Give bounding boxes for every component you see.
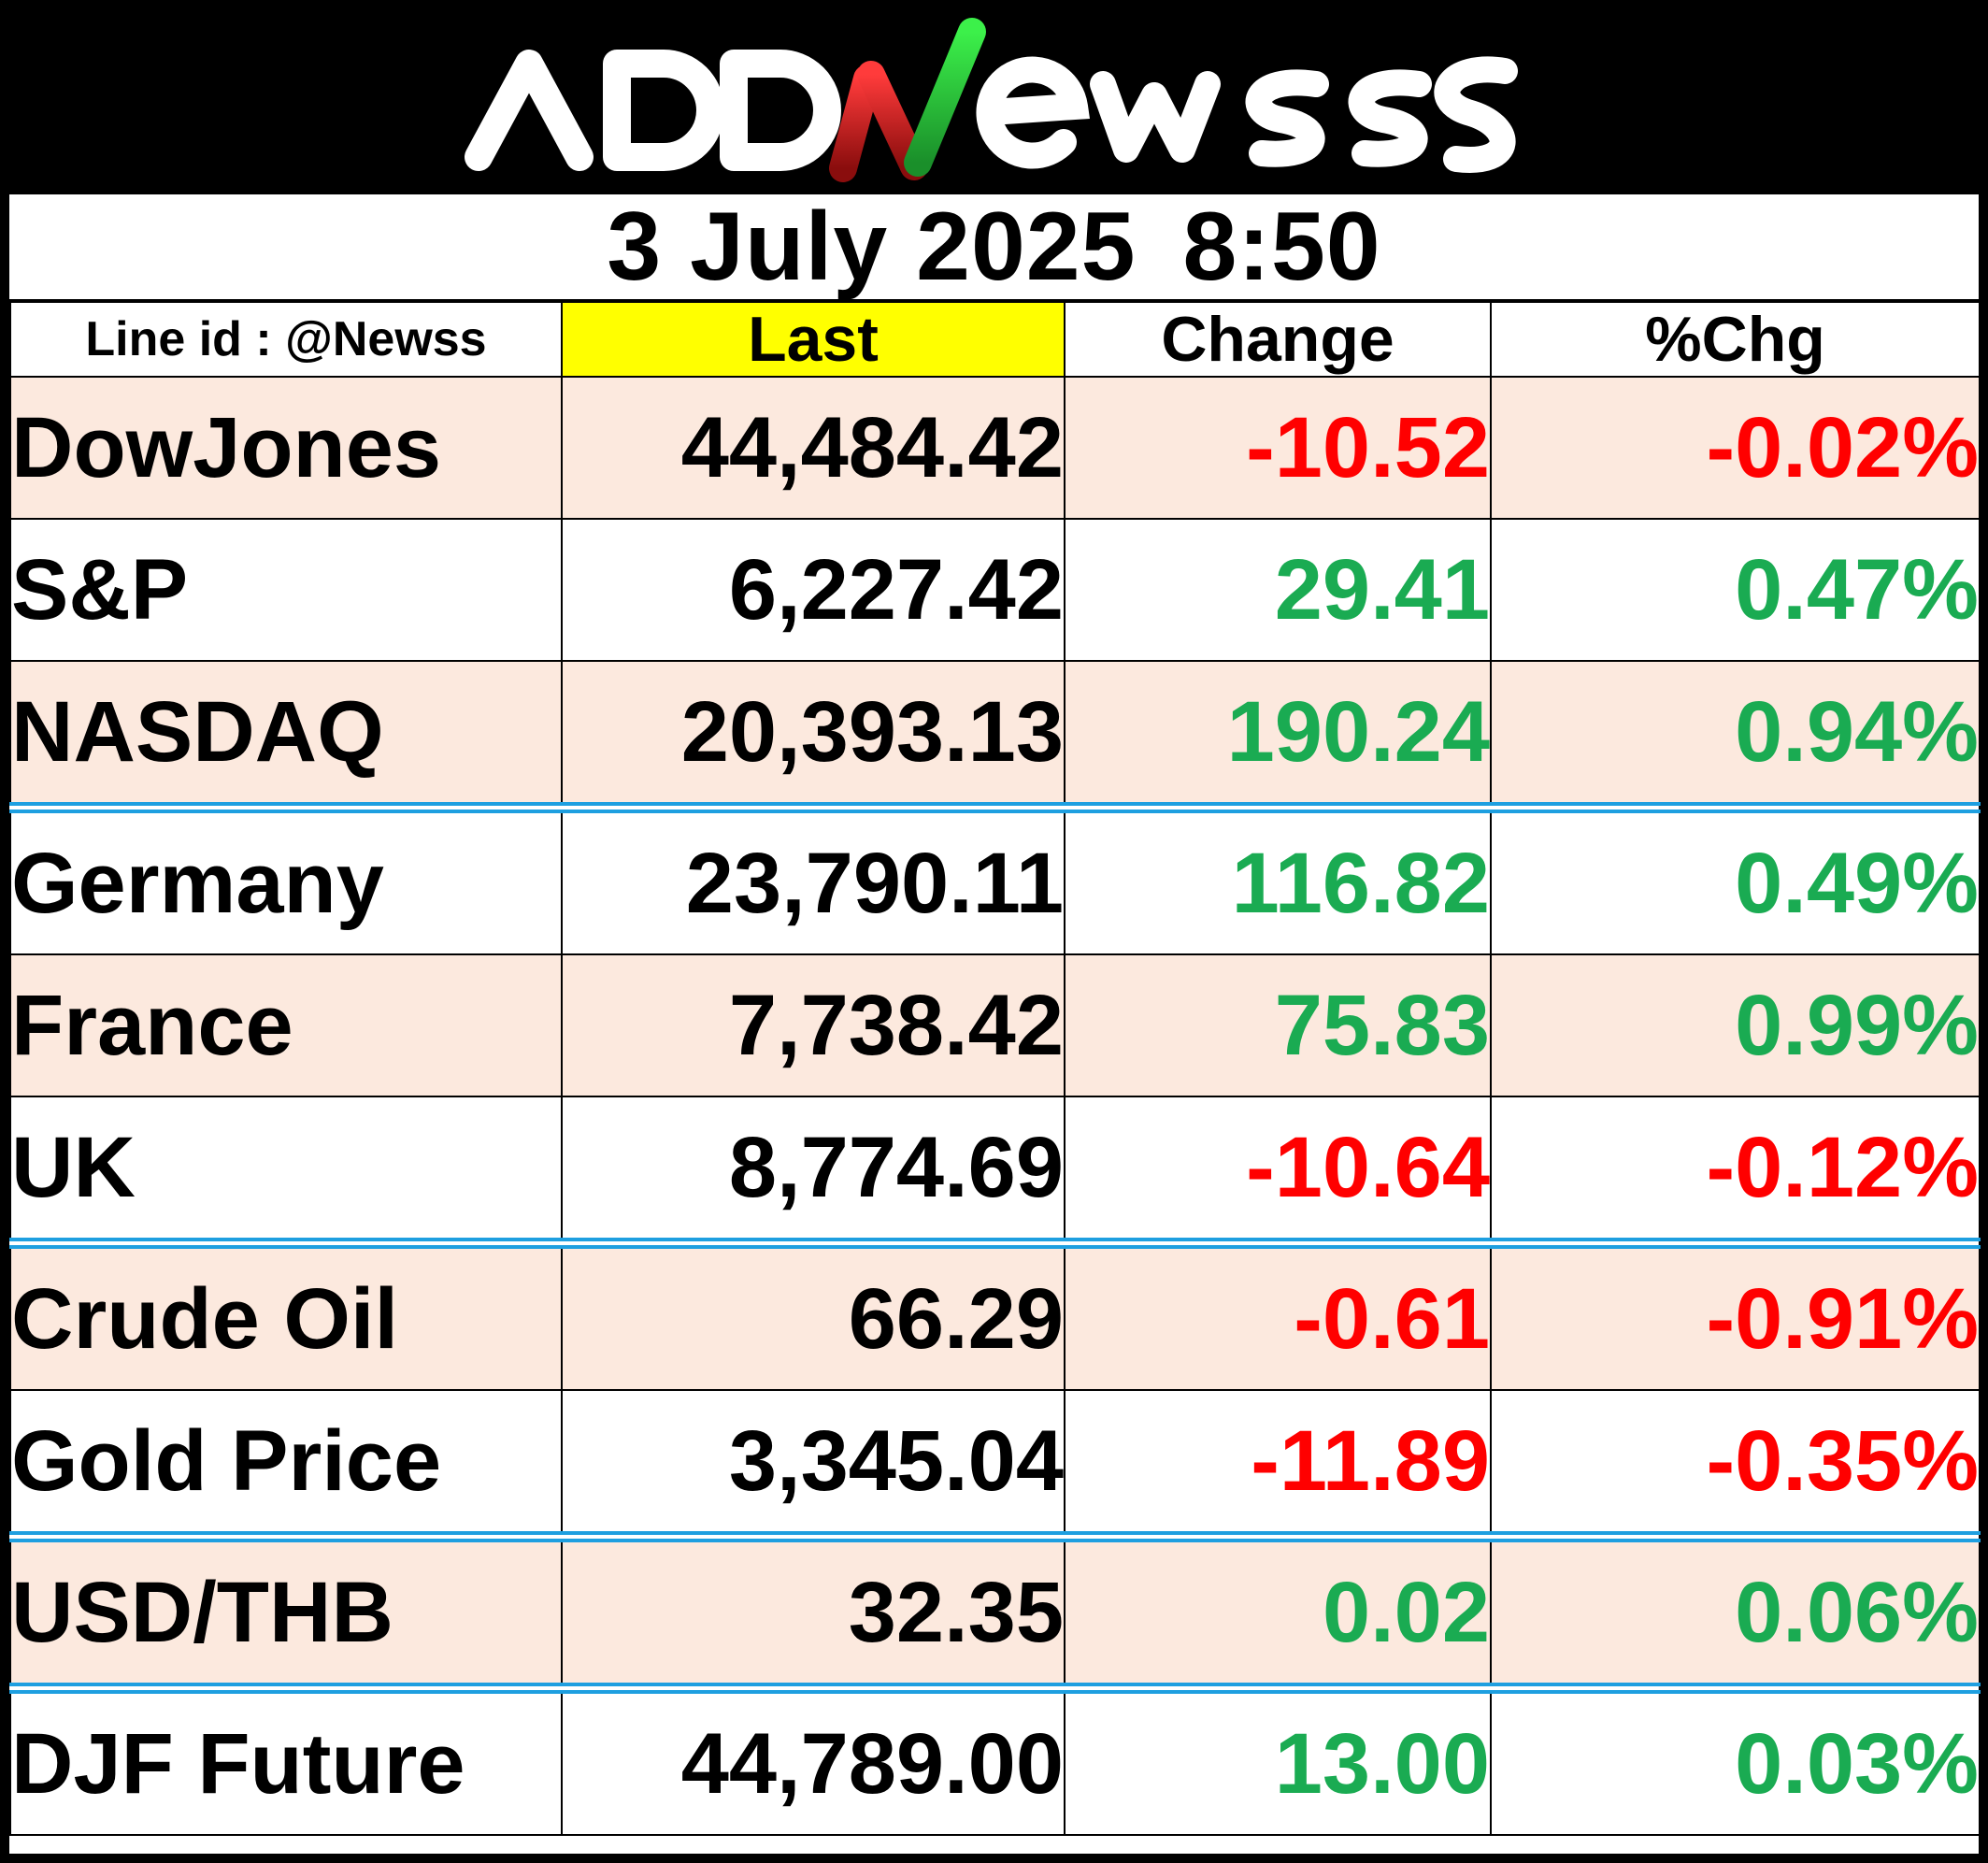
market-quotes-table: Line id : @Newss Last Change %Chg DowJon…: [9, 301, 1981, 1836]
table-row: Gold Price 3,345.04 -11.89 -0.35%: [9, 1389, 1981, 1542]
pct-change-value: -0.35%: [1490, 1389, 1981, 1542]
instrument-name: Germany: [9, 807, 563, 955]
change-value: 190.24: [1064, 660, 1492, 813]
brand-header: [9, 9, 1979, 194]
instrument-name: Gold Price: [9, 1389, 563, 1542]
last-value: 44,789.00: [561, 1687, 1066, 1836]
instrument-name: NASDAQ: [9, 660, 563, 813]
timestamp-banner: 3 July 2025 8:50: [9, 194, 1979, 302]
change-value: 29.41: [1064, 518, 1492, 662]
table-header-row: Line id : @Newss Last Change %Chg: [9, 301, 1981, 378]
table-row: Germany 23,790.11 116.82 0.49%: [9, 807, 1981, 955]
change-value: -10.64: [1064, 1096, 1492, 1249]
table-row: DJF Future 44,789.00 13.00 0.03%: [9, 1687, 1981, 1836]
pct-change-value: 0.49%: [1490, 807, 1981, 955]
pct-change-value: -0.91%: [1490, 1242, 1981, 1391]
pct-change-column-header: %Chg: [1490, 301, 1981, 378]
table-row: NASDAQ 20,393.13 190.24 0.94%: [9, 660, 1981, 813]
change-value: -11.89: [1064, 1389, 1492, 1542]
table-row: S&P 6,227.42 29.41 0.47%: [9, 518, 1981, 662]
report-date: 3 July 2025: [607, 193, 1137, 301]
pct-change-value: 0.94%: [1490, 660, 1981, 813]
table-row: DowJones 44,484.42 -10.52 -0.02%: [9, 376, 1981, 520]
change-value: 0.02: [1064, 1536, 1492, 1694]
pct-change-value: 0.03%: [1490, 1687, 1981, 1836]
change-value: -10.52: [1064, 376, 1492, 520]
pct-change-value: 0.06%: [1490, 1536, 1981, 1694]
instrument-name: DJF Future: [9, 1687, 563, 1836]
pct-change-value: 0.47%: [1490, 518, 1981, 662]
instrument-name: France: [9, 953, 563, 1097]
last-column-header: Last: [561, 301, 1066, 378]
instrument-name: USD/THB: [9, 1536, 563, 1694]
last-value: 23,790.11: [561, 807, 1066, 955]
line-id-header: Line id : @Newss: [9, 301, 563, 378]
table-row: USD/THB 32.35 0.02 0.06%: [9, 1536, 1981, 1694]
last-value: 20,393.13: [561, 660, 1066, 813]
table-row: Crude Oil 66.29 -0.61 -0.91%: [9, 1242, 1981, 1391]
instrument-name: DowJones: [9, 376, 563, 520]
instrument-name: Crude Oil: [9, 1242, 563, 1391]
addnewss-logo: [465, 18, 1518, 182]
last-value: 66.29: [561, 1242, 1066, 1391]
change-value: 75.83: [1064, 953, 1492, 1097]
change-value: -0.61: [1064, 1242, 1492, 1391]
change-column-header: Change: [1064, 301, 1492, 378]
pct-change-value: -0.02%: [1490, 376, 1981, 520]
pct-change-value: -0.12%: [1490, 1096, 1981, 1249]
table-row: UK 8,774.69 -10.64 -0.12%: [9, 1096, 1981, 1249]
instrument-name: UK: [9, 1096, 563, 1249]
last-value: 6,227.42: [561, 518, 1066, 662]
last-value: 7,738.42: [561, 953, 1066, 1097]
instrument-name: S&P: [9, 518, 563, 662]
pct-change-value: 0.99%: [1490, 953, 1981, 1097]
report-time: 8:50: [1182, 193, 1381, 301]
last-value: 32.35: [561, 1536, 1066, 1694]
change-value: 116.82: [1064, 807, 1492, 955]
change-value: 13.00: [1064, 1687, 1492, 1836]
last-value: 8,774.69: [561, 1096, 1066, 1249]
last-value: 3,345.04: [561, 1389, 1066, 1542]
table-row: France 7,738.42 75.83 0.99%: [9, 953, 1981, 1097]
last-value: 44,484.42: [561, 376, 1066, 520]
